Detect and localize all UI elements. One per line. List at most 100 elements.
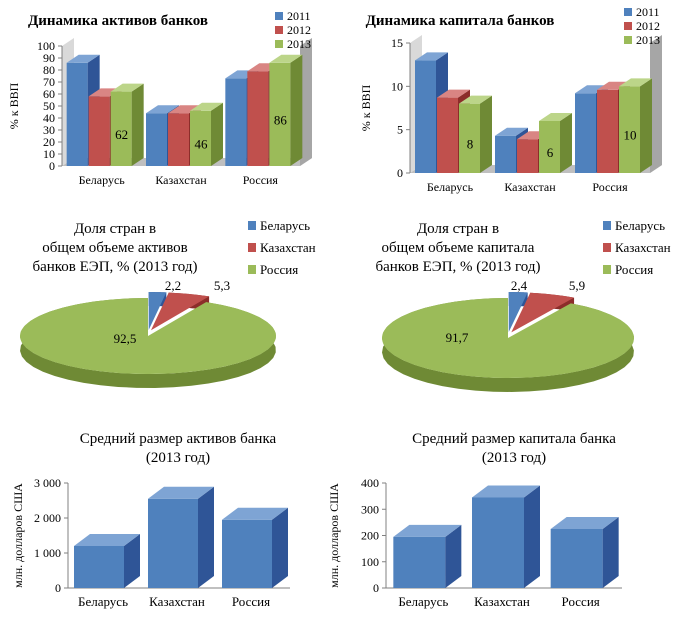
legend-swatch-2012 bbox=[275, 26, 283, 34]
legend-label: Казахстан bbox=[260, 240, 316, 255]
y-tick-label: 100 bbox=[37, 39, 55, 53]
data-label: 8 bbox=[467, 136, 474, 151]
slice-value-label: 5,9 bbox=[569, 278, 585, 293]
bar-Беларусь-2012-top bbox=[437, 89, 470, 98]
x-tick-label: Россия bbox=[232, 594, 270, 609]
legend-label: Казахстан bbox=[615, 240, 671, 255]
bar-Беларусь-2011-front bbox=[415, 60, 436, 174]
legend-label: Россия bbox=[260, 262, 298, 277]
bar-Казахстан-2011-top bbox=[495, 127, 528, 136]
y-tick-label: 0 bbox=[373, 581, 379, 595]
bar-Казахстан-2013-top bbox=[539, 113, 572, 121]
legend-swatch-2011 bbox=[624, 8, 632, 16]
legend-swatch-2013 bbox=[275, 40, 283, 48]
y-tick-label: 100 bbox=[361, 555, 379, 569]
y-tick-label: 60 bbox=[43, 87, 55, 101]
bar-Беларусь-top bbox=[393, 524, 462, 537]
x-tick-label: Казахстан bbox=[149, 594, 205, 609]
bar-Россия-2013-front bbox=[269, 62, 291, 166]
y-tick-label: 10 bbox=[43, 147, 55, 161]
bar-Казахстан-2013-top bbox=[190, 102, 223, 111]
legend-label: 2012 bbox=[636, 19, 660, 33]
slice-Россия bbox=[382, 298, 635, 379]
chart-title-line: банков ЕЭП, % (2013 год) bbox=[375, 259, 540, 275]
y-tick-label: 15 bbox=[391, 36, 403, 50]
legend-swatch-Казахстан bbox=[603, 243, 611, 252]
bar-Россия-2013-front bbox=[619, 86, 640, 173]
bar-Казахстан-side bbox=[524, 485, 540, 588]
x-tick-label: Россия bbox=[592, 180, 628, 194]
x-tick-label: Казахстан bbox=[474, 594, 530, 609]
y-tick-label: 5 bbox=[397, 123, 403, 137]
bar-Россия-2012-front bbox=[247, 71, 269, 166]
slice-Россия bbox=[19, 298, 276, 374]
bar-Беларусь-2012-front bbox=[437, 97, 458, 173]
bar-Казахстан-2012-front bbox=[168, 113, 189, 166]
chart-title-line: Средний размер капитала банка bbox=[412, 431, 616, 447]
bar-Беларусь-side bbox=[124, 534, 140, 588]
y-tick-label: 3 000 bbox=[34, 476, 61, 490]
bar-Казахстан-front bbox=[148, 498, 198, 588]
legend-swatch-Россия bbox=[603, 265, 611, 274]
slice-Беларусь bbox=[148, 292, 167, 331]
legend-swatch-Беларусь bbox=[603, 221, 611, 230]
bar-Россия-2013-top bbox=[619, 78, 652, 87]
slice-Казахстан bbox=[511, 292, 575, 333]
bar-Казахстан-2012-front bbox=[517, 139, 538, 173]
chart-assets-share: Доля стран в общем объеме активов банков Е… bbox=[19, 218, 316, 388]
bar-Россия-2011-front bbox=[225, 78, 247, 166]
bar-Беларусь-2011-top bbox=[66, 54, 100, 63]
bar-Россия-2012-front bbox=[597, 89, 618, 173]
chart-title-line: общем объеме капитала bbox=[382, 240, 535, 256]
data-label: 6 bbox=[547, 145, 554, 160]
legend-swatch-2011 bbox=[275, 12, 283, 20]
y-tick-label: 0 bbox=[55, 581, 61, 595]
legend-label: 2011 bbox=[636, 5, 660, 19]
bar-Россия-front bbox=[550, 528, 603, 588]
legend-label: Беларусь bbox=[615, 218, 665, 233]
legend-label: Беларусь bbox=[260, 218, 310, 233]
y-tick-label: 90 bbox=[43, 51, 55, 65]
bar-Беларусь-front bbox=[74, 546, 124, 588]
slice-value-label: 2,2 bbox=[165, 278, 181, 293]
bar-Беларусь-2013-side bbox=[480, 95, 492, 173]
bar-Россия-top bbox=[550, 516, 619, 529]
data-label: 10 bbox=[624, 128, 637, 143]
y-tick-label: 2 000 bbox=[34, 511, 61, 525]
x-tick-label: Россия bbox=[243, 173, 279, 187]
bar-Беларусь-2011-top bbox=[415, 52, 448, 61]
data-label: 62 bbox=[115, 127, 128, 142]
chart-assets-dynamics: Динамика активов банков % к ВВП 0102030405… bbox=[7, 9, 312, 187]
chart-capital-dynamics: Динамика капитала банков % к ВВП 0 5 10 15 8 Бе… bbox=[359, 5, 662, 194]
chart-avg-assets: Средний размер активов банка (2013 год) мл… bbox=[11, 431, 290, 609]
y-tick-label: 30 bbox=[43, 123, 55, 137]
x-tick-label: Беларусь bbox=[398, 594, 448, 609]
legend-label: 2012 bbox=[287, 23, 311, 37]
y-tick-label: 70 bbox=[43, 75, 55, 89]
bar-Казахстан-2013-side bbox=[211, 102, 223, 166]
bar-Казахстан-2011-front bbox=[146, 113, 167, 166]
data-label: 46 bbox=[195, 136, 209, 151]
bar-Казахстан-2011-front bbox=[495, 135, 516, 173]
chart-title-line: банков ЕЭП, % (2013 год) bbox=[32, 259, 197, 275]
bar-Казахстан-top bbox=[472, 485, 540, 498]
legend-swatch-Беларусь bbox=[248, 221, 256, 230]
y-axis-label: млн. долларов США bbox=[11, 483, 25, 588]
legend-label: 2011 bbox=[287, 9, 311, 23]
slice-Казахстан bbox=[151, 292, 210, 331]
y-tick-label: 50 bbox=[43, 99, 55, 113]
bar-Беларусь-side bbox=[445, 524, 462, 588]
slice-value-label: 92,5 bbox=[114, 331, 137, 346]
bar-Беларусь-2013-top bbox=[110, 83, 144, 92]
chart-title: Динамика капитала банков bbox=[366, 13, 555, 29]
bar-Россия-2012-top bbox=[597, 81, 630, 90]
legend-label: 2013 bbox=[287, 37, 311, 51]
legend-swatch-Казахстан bbox=[248, 243, 256, 252]
bar-Россия-2013-top bbox=[269, 54, 303, 63]
bar-Казахстан-2012-top bbox=[168, 105, 201, 114]
x-tick-label: Беларусь bbox=[78, 594, 128, 609]
y-axis-label: % к ВВП bbox=[359, 84, 373, 131]
legend-swatch-2013 bbox=[624, 36, 632, 44]
bar-Беларусь-2013-top bbox=[459, 95, 492, 104]
y-tick-label: 400 bbox=[361, 476, 379, 490]
